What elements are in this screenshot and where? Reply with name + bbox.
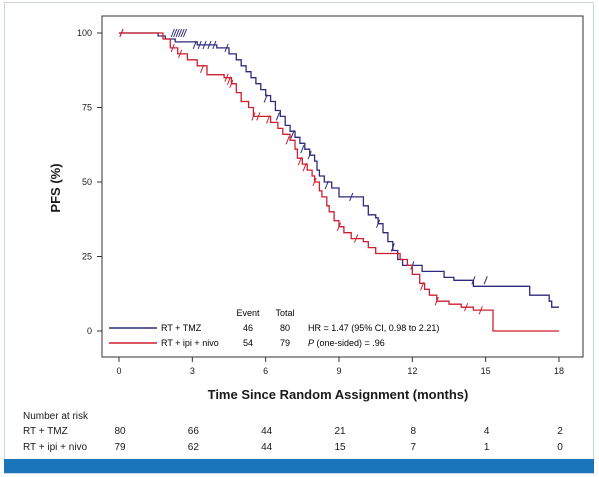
p-value-symbol: P [308, 338, 314, 348]
censor-mark-rt-tmz [192, 40, 197, 50]
km-curve-rt-ipi-nivo [119, 32, 559, 332]
at-risk-value-rt-tmz: 21 [334, 426, 346, 437]
risk-row-label-rt-ipi-nivo: RT + ipi + nivo [23, 442, 88, 453]
censor-mark-rt-ipi-nivo [200, 64, 205, 73]
at-risk-value-rt-tmz: 8 [410, 426, 417, 437]
censor-mark-rt-ipi-nivo [224, 73, 229, 82]
y-tick-label: 25 [82, 252, 92, 262]
x-tick-label: 3 [190, 366, 195, 376]
censor-mark-rt-ipi-nivo [229, 79, 234, 88]
plot-area [101, 15, 584, 358]
at-risk-value-rt-ipi-nivo: 1 [483, 442, 490, 453]
at-risk-value-rt-tmz: 66 [187, 426, 199, 437]
y-axis-label: PFS (%) [48, 163, 63, 212]
legend-header-event: Event [236, 308, 260, 318]
censor-mark-rt-tmz [483, 276, 488, 285]
censor-mark-rt-tmz [202, 40, 207, 50]
censor-mark-rt-tmz [178, 28, 183, 38]
x-tick-label: 18 [554, 366, 564, 376]
figure-frame: PFS (%) Time Since Random Assignment (mo… [4, 2, 594, 474]
censor-mark-rt-tmz [197, 40, 202, 50]
censor-mark-rt-ipi-nivo [302, 162, 307, 172]
risk-row-label-rt-tmz: RT + TMZ [23, 426, 68, 437]
censor-mark-rt-ipi-nivo [256, 112, 261, 121]
censor-mark-rt-ipi-nivo [285, 136, 290, 145]
x-tick-label: 0 [116, 366, 121, 376]
censor-mark-rt-tmz [349, 192, 354, 202]
at-risk-value-rt-tmz: 2 [557, 426, 563, 437]
censor-mark-rt-tmz [307, 150, 312, 160]
legend-events-rt-tmz: 46 [243, 323, 253, 333]
accent-bar [4, 459, 594, 473]
x-tick-label: 9 [336, 366, 341, 376]
legend-total-rt-ipi-nivo: 79 [280, 338, 290, 348]
censor-mark-rt-tmz [212, 40, 217, 50]
censor-mark-rt-tmz [175, 28, 180, 38]
legend-header-total: Total [275, 308, 294, 318]
censor-mark-rt-tmz [173, 28, 178, 38]
x-tick-label: 15 [481, 366, 491, 376]
number-at-risk-title: Number at risk [23, 411, 89, 422]
censor-mark-rt-ipi-nivo [170, 43, 175, 53]
at-risk-value-rt-tmz: 80 [114, 426, 126, 437]
hazard-ratio-annotation: HR = 1.47 (95% CI, 0.98 to 2.21) [308, 323, 439, 333]
p-value-text: (one-sided) = .96 [314, 338, 385, 348]
censor-mark-rt-ipi-nivo [119, 28, 124, 38]
km-curve-rt-tmz [119, 32, 559, 308]
x-tick-label: 6 [263, 366, 268, 376]
censor-mark-rt-tmz [290, 130, 295, 139]
legend-label-rt-ipi-nivo: RT + ipi + nivo [161, 338, 219, 348]
km-chart: PFS (%) Time Since Random Assignment (mo… [48, 15, 584, 402]
censor-mark-rt-tmz [180, 28, 185, 38]
y-tick-label: 50 [82, 177, 92, 187]
censor-mark-rt-ipi-nivo [226, 76, 232, 85]
x-axis-label: Time Since Random Assignment (months) [208, 387, 469, 402]
legend-total-rt-tmz: 80 [280, 323, 290, 333]
censor-mark-rt-ipi-nivo [297, 156, 302, 166]
legend-events-rt-ipi-nivo: 54 [243, 338, 253, 348]
axes: 0 3 6 9 12 15 18 0 25 50 75 100 [77, 28, 564, 376]
censor-mark-rt-tmz [207, 40, 212, 50]
censor-mark-rt-tmz [390, 243, 395, 252]
censor-mark-rt-ipi-nivo [312, 177, 317, 187]
series-lines [119, 28, 559, 332]
censor-mark-rt-ipi-nivo [251, 112, 256, 121]
censor-mark-rt-ipi-nivo [336, 222, 342, 231]
p-value-annotation: P (one-sided) = .96 [308, 338, 385, 348]
legend-label-rt-tmz: RT + TMZ [161, 323, 202, 333]
x-tick-label: 12 [407, 366, 417, 376]
censor-mark-rt-tmz [224, 43, 229, 53]
at-risk-value-rt-ipi-nivo: 79 [114, 442, 126, 453]
censor-mark-rt-ipi-nivo [420, 282, 425, 291]
censor-mark-rt-tmz [324, 180, 329, 190]
censor-mark-rt-ipi-nivo [434, 297, 439, 306]
y-tick-label: 75 [82, 103, 92, 113]
legend: Event Total RT + TMZ 46 80 RT + ipi + ni… [109, 308, 439, 348]
at-risk-value-rt-ipi-nivo: 15 [334, 442, 346, 453]
censor-mark-rt-tmz [300, 145, 305, 154]
y-tick-label: 100 [77, 28, 92, 38]
censor-mark-rt-ipi-nivo [464, 302, 469, 312]
at-risk-value-rt-ipi-nivo: 62 [187, 442, 199, 453]
censor-mark-rt-ipi-nivo [178, 49, 183, 59]
censor-mark-rt-tmz [170, 28, 175, 38]
censor-mark-rt-tmz [275, 112, 280, 121]
censor-mark-rt-ipi-nivo [266, 115, 271, 124]
at-risk-value-rt-ipi-nivo: 44 [261, 442, 273, 453]
censor-mark-rt-ipi-nivo [478, 305, 483, 315]
censor-mark-rt-tmz [182, 28, 188, 38]
at-risk-value-rt-tmz: 44 [261, 426, 273, 437]
at-risk-value-rt-ipi-nivo: 7 [410, 442, 417, 453]
censor-mark-rt-tmz [471, 276, 476, 285]
censor-mark-rt-ipi-nivo [354, 234, 359, 243]
censor-mark-rt-tmz [263, 94, 268, 103]
censor-mark-rt-tmz [376, 219, 381, 228]
at-risk-value-rt-tmz: 4 [483, 426, 490, 437]
y-tick-label: 0 [87, 326, 92, 336]
at-risk-value-rt-ipi-nivo: 0 [557, 442, 563, 453]
